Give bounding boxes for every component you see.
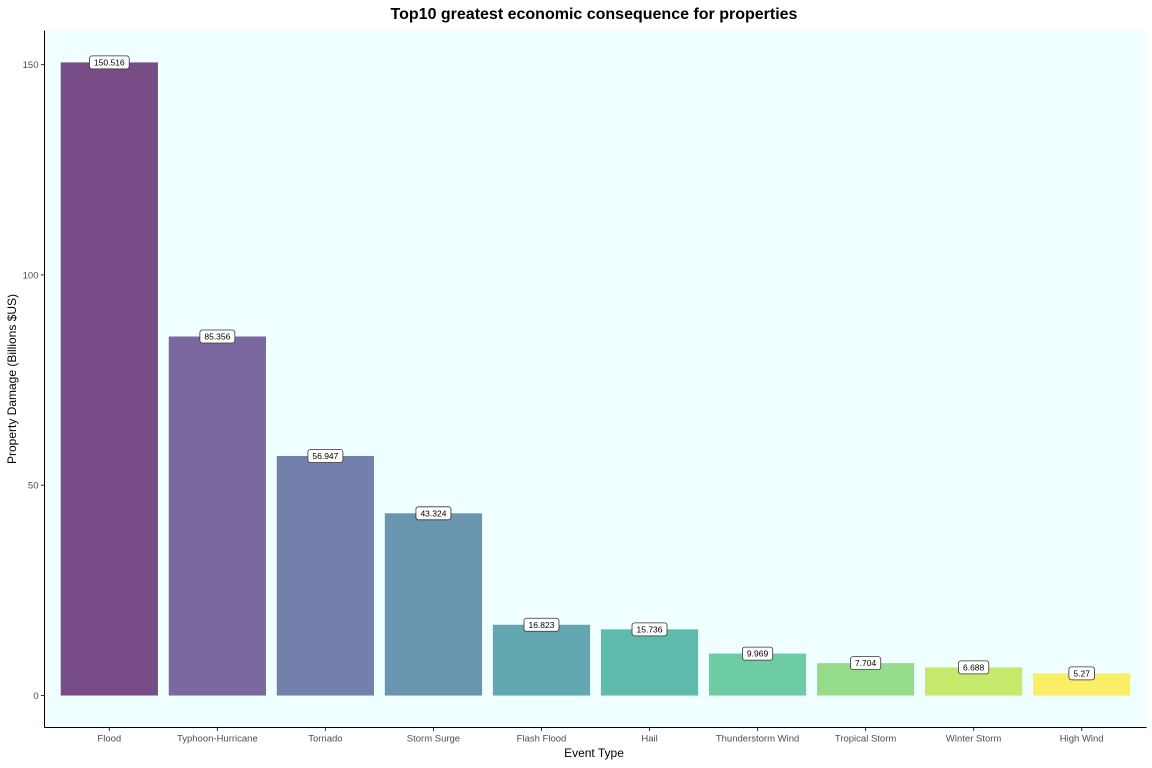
data-label: 85.356 (199, 329, 236, 344)
x-tick-label: Winter Storm (946, 734, 1002, 745)
bar-flash-flood (492, 624, 591, 696)
data-label-box (958, 660, 990, 675)
data-label: 6.688 (958, 660, 990, 675)
y-tick-label: 0 (33, 691, 38, 702)
y-tick-label: 100 (23, 270, 39, 281)
data-label: 56.947 (307, 449, 344, 463)
data-label-text: 15.736 (637, 624, 663, 634)
bar-high-wind (1033, 673, 1131, 696)
bars-layer (60, 62, 1131, 696)
data-label-box (631, 622, 668, 637)
data-label: 5.27 (1068, 666, 1095, 681)
x-axis-title: Event Type (564, 746, 624, 760)
x-tick-label: Typhoon-Hurricane (177, 734, 258, 745)
data-label: 16.823 (523, 617, 560, 632)
data-label-text: 150.516 (94, 57, 125, 67)
bar-tornado (276, 455, 375, 696)
y-tick-label: 150 (23, 60, 39, 71)
x-axis-ticks: Flood Typhoon-Hurricane Tornado Storm Surge… (97, 727, 1104, 745)
x-tick-label: Tornado (308, 734, 342, 745)
data-label-box (199, 329, 236, 344)
data-label: 9.969 (742, 646, 774, 661)
x-tick-label: Tropical Storm (835, 734, 896, 745)
data-label-box (307, 449, 344, 463)
data-label-box (742, 646, 774, 661)
data-label-text: 85.356 (204, 331, 230, 341)
data-label-text: 9.969 (747, 649, 769, 659)
data-label-box (850, 656, 882, 671)
chart-title: Top10 greatest economic consequence for … (391, 6, 798, 23)
bar-flood (60, 62, 158, 696)
data-label-text: 16.823 (528, 620, 554, 630)
data-label: 7.704 (850, 656, 882, 671)
data-labels-layer: 150.516 85.356 56.947 43.324 16.823 15.736 9.9… (89, 55, 1095, 681)
y-axis-ticks: 0 50 100 150 (23, 60, 45, 702)
data-label-box (89, 55, 130, 70)
data-label-text: 6.688 (963, 662, 985, 672)
bar-storm-surge (384, 513, 483, 696)
data-label: 43.324 (415, 506, 452, 521)
x-tick-label: High Wind (1060, 734, 1104, 745)
x-tick-label: Thunderstorm Wind (716, 734, 799, 745)
x-tick-label: Hail (641, 734, 657, 745)
data-label-text: 43.324 (420, 508, 446, 518)
bar-thunderstorm-wind (708, 653, 807, 696)
data-label-text: 5.27 (1073, 668, 1090, 678)
data-label-text: 56.947 (312, 451, 338, 461)
y-tick-label: 50 (28, 481, 39, 492)
data-label-text: 7.704 (855, 658, 877, 668)
data-label-box (523, 617, 560, 632)
y-axis-title: Property Damage (Billions $US) (5, 294, 19, 464)
x-tick-label: Flood (97, 734, 121, 745)
data-label: 15.736 (631, 622, 668, 637)
bar-typhoon-hurricane (168, 336, 266, 696)
x-tick-label: Flash Flood (517, 734, 567, 745)
data-label-box (1068, 666, 1095, 681)
data-label: 150.516 (89, 55, 130, 70)
bar-hail (600, 629, 699, 696)
data-label-box (415, 506, 452, 521)
x-tick-label: Storm Surge (407, 734, 460, 745)
